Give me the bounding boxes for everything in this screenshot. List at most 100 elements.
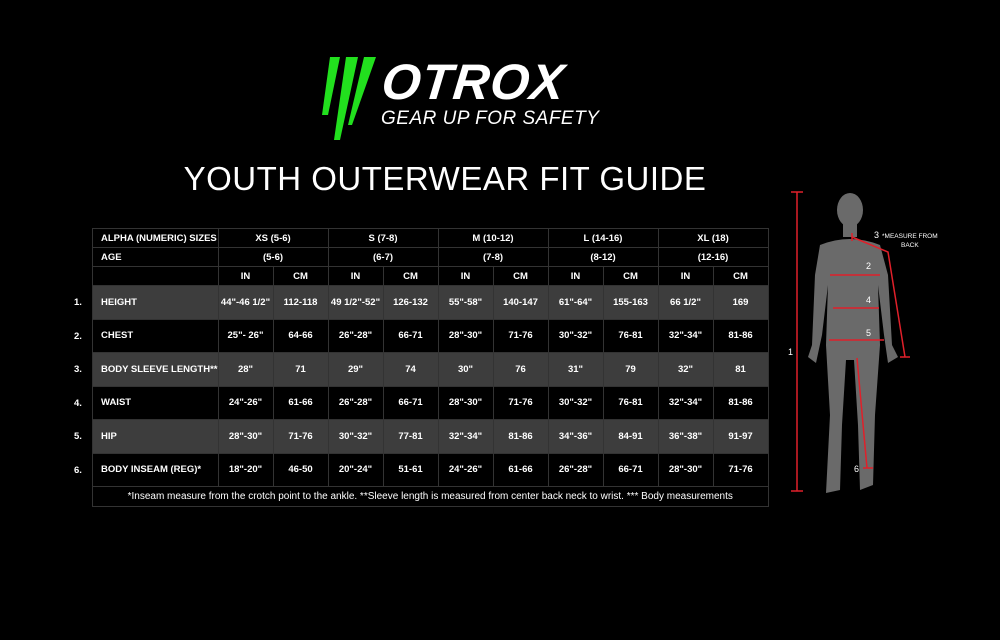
value-cell: 28"-30" <box>437 385 494 420</box>
value-cell: 71-76 <box>712 452 769 487</box>
value-cell: 74 <box>382 352 439 387</box>
body-silhouette <box>808 193 898 493</box>
age-cell: (8-12) <box>547 247 659 267</box>
size-header-row: ALPHA (NUMERIC) SIZES XS (5-6) S (7-8) M (… <box>92 228 769 248</box>
value-cell: 29" <box>327 352 384 387</box>
value-cell: 32" <box>657 352 714 387</box>
unit-in: IN <box>327 266 384 286</box>
value-cell: 61"-64" <box>547 285 604 320</box>
table-row: HEIGHT 44"-46 1/2" 112-118 49 1/2"-52" 126-1… <box>92 285 769 320</box>
unit-cm: CM <box>382 266 439 286</box>
value-cell: 81-86 <box>712 318 769 353</box>
row-label: WAIST <box>92 385 219 420</box>
size-label: ALPHA (NUMERIC) SIZES <box>92 228 219 248</box>
unit-cm: CM <box>602 266 659 286</box>
value-cell: 34"-36" <box>547 419 604 454</box>
value-cell: 20"-24" <box>327 452 384 487</box>
value-cell: 24"-26" <box>217 385 274 420</box>
size-header: L (14-16) <box>547 228 659 248</box>
unit-in: IN <box>437 266 494 286</box>
size-header: XS (5-6) <box>217 228 329 248</box>
value-cell: 76-81 <box>602 318 659 353</box>
value-cell: 30"-32" <box>547 318 604 353</box>
sleeve-line <box>851 236 906 358</box>
row-label: HIP <box>92 419 219 454</box>
label-4: 4 <box>866 295 871 305</box>
value-cell: 64-66 <box>272 318 329 353</box>
value-cell: 28"-30" <box>657 452 714 487</box>
table-row: BODY INSEAM (REG)* 18"-20" 46-50 20"-24" 51-… <box>92 452 769 487</box>
value-cell: 126-132 <box>382 285 439 320</box>
value-cell: 30"-32" <box>547 385 604 420</box>
label-5: 5 <box>866 328 871 338</box>
row-label: HEIGHT <box>92 285 219 320</box>
size-header: XL (18) <box>657 228 769 248</box>
row-label: BODY SLEEVE LENGTH** <box>92 352 219 387</box>
size-header: M (10-12) <box>437 228 549 248</box>
label-2: 2 <box>866 261 871 271</box>
value-cell: 28"-30" <box>217 419 274 454</box>
value-cell: 28" <box>217 352 274 387</box>
value-cell: 81-86 <box>712 385 769 420</box>
value-cell: 36"-38" <box>657 419 714 454</box>
table-row: HIP 28"-30" 71-76 30"-32" 77-81 32"-34" 81-86 3… <box>92 419 769 454</box>
value-cell: 26"-28" <box>547 452 604 487</box>
value-cell: 44"-46 1/2" <box>217 285 274 320</box>
blank-cell <box>92 266 219 286</box>
value-cell: 61-66 <box>492 452 549 487</box>
value-cell: 77-81 <box>382 419 439 454</box>
row-number: 3. <box>74 364 82 375</box>
value-cell: 26"-28" <box>327 318 384 353</box>
value-cell: 155-163 <box>602 285 659 320</box>
value-cell: 18"-20" <box>217 452 274 487</box>
measure-note: *MEASURE FROM <box>882 233 938 240</box>
value-cell: 61-66 <box>272 385 329 420</box>
value-cell: 32"-34" <box>657 318 714 353</box>
label-1: 1 <box>788 347 793 357</box>
value-cell: 30"-32" <box>327 419 384 454</box>
page-title: YOUTH OUTERWEAR FIT GUIDE <box>183 160 707 197</box>
unit-in: IN <box>657 266 714 286</box>
value-cell: 71-76 <box>272 419 329 454</box>
size-header: S (7-8) <box>327 228 439 248</box>
value-cell: 24"-26" <box>437 452 494 487</box>
row-number: 5. <box>74 431 82 442</box>
value-cell: 32"-34" <box>437 419 494 454</box>
value-cell: 112-118 <box>272 285 329 320</box>
inseam-line <box>856 357 868 469</box>
value-cell: 66-71 <box>382 318 439 353</box>
unit-row: IN CM IN CM IN CM IN CM IN CM <box>92 266 769 286</box>
row-label: BODY INSEAM (REG)* <box>92 452 219 487</box>
row-number: 1. <box>74 297 82 308</box>
age-cell: (7-8) <box>437 247 549 267</box>
value-cell: 81 <box>712 352 769 387</box>
unit-cm: CM <box>712 266 769 286</box>
value-cell: 91-97 <box>712 419 769 454</box>
value-cell: 26"-28" <box>327 385 384 420</box>
value-cell: 66-71 <box>382 385 439 420</box>
value-cell: 71-76 <box>492 385 549 420</box>
brand-logo-claws <box>322 57 376 140</box>
age-label: AGE <box>92 247 219 267</box>
value-cell: 71 <box>272 352 329 387</box>
brand-tagline: GEAR UP FOR SAFETY <box>381 108 600 129</box>
value-cell: 32"-34" <box>657 385 714 420</box>
value-cell: 84-91 <box>602 419 659 454</box>
unit-cm: CM <box>492 266 549 286</box>
value-cell: 51-61 <box>382 452 439 487</box>
value-cell: 71-76 <box>492 318 549 353</box>
measure-note-2: BACK <box>901 242 919 249</box>
age-row: AGE (5-6) (6-7) (7-8) (8-12) (12-16) <box>92 247 769 267</box>
value-cell: 169 <box>712 285 769 320</box>
table-row: WAIST 24"-26" 61-66 26"-28" 66-71 28"-30" 71-7… <box>92 385 769 420</box>
footnote-row: *Inseam measure from the crotch point to… <box>92 486 769 507</box>
size-chart-table: ALPHA (NUMERIC) SIZES XS (5-6) S (7-8) M (… <box>92 228 769 507</box>
value-cell: 79 <box>602 352 659 387</box>
label-3: 3 <box>874 230 879 240</box>
value-cell: 66 1/2" <box>657 285 714 320</box>
value-cell: 46-50 <box>272 452 329 487</box>
age-cell: (12-16) <box>657 247 769 267</box>
table-row: BODY SLEEVE LENGTH** 28" 71 29" 74 30" 76 31" 79… <box>92 352 769 387</box>
value-cell: 28"-30" <box>437 318 494 353</box>
row-number: 4. <box>74 397 82 409</box>
